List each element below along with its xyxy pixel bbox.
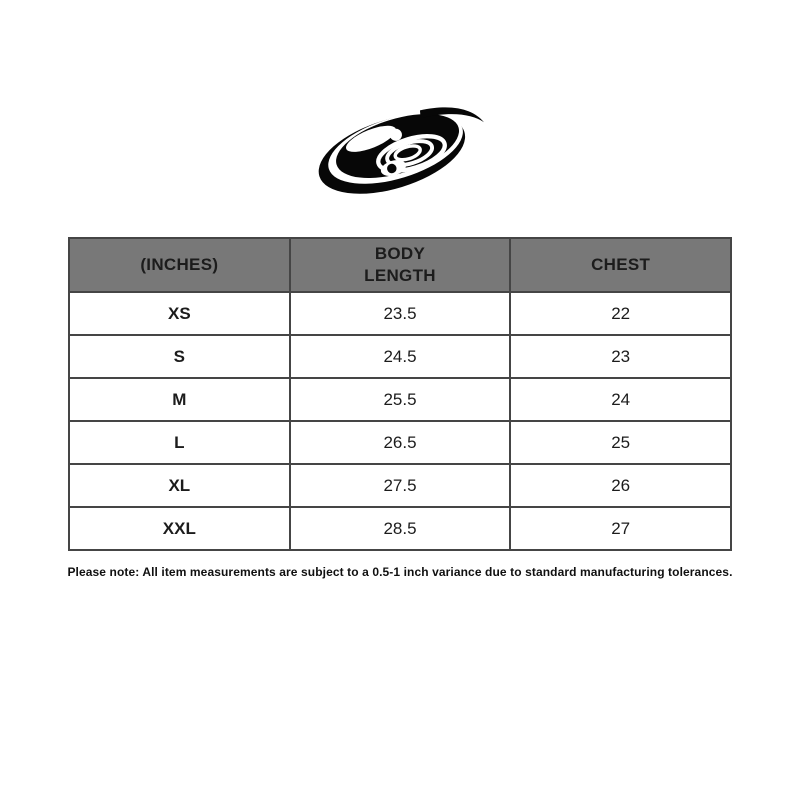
body-length-cell: 28.5	[288, 506, 512, 551]
header-inches: (INCHES)	[68, 237, 291, 293]
header-body-length-label: BODY LENGTH	[364, 243, 436, 285]
size-chart-table: (INCHES) BODY LENGTH CHEST XS 23.5 22 S …	[68, 237, 732, 551]
body-length-cell: 27.5	[288, 463, 512, 508]
size-cell: XS	[68, 291, 291, 336]
body-length-cell: 25.5	[288, 377, 512, 422]
table-row-l: L 26.5 25	[68, 420, 732, 465]
size-cell: M	[68, 377, 291, 422]
size-cell: XXL	[68, 506, 291, 551]
chest-cell: 24	[509, 377, 732, 422]
header-chest-label: CHEST	[591, 254, 651, 274]
table-row-xxl: XXL 28.5 27	[68, 506, 732, 551]
table-row-xl: XL 27.5 26	[68, 463, 732, 508]
size-cell: S	[68, 334, 291, 379]
chest-cell: 25	[509, 420, 732, 465]
header-inches-label: (INCHES)	[140, 254, 219, 274]
size-cell: L	[68, 420, 291, 465]
chest-cell: 22	[509, 291, 732, 336]
brand-logo	[304, 99, 496, 211]
chest-cell: 23	[509, 334, 732, 379]
tolerance-note: Please note: All item measurements are s…	[67, 565, 733, 579]
table-row-m: M 25.5 24	[68, 377, 732, 422]
header-chest: CHEST	[509, 237, 732, 293]
table-row-xs: XS 23.5 22	[68, 291, 732, 336]
table-row-s: S 24.5 23	[68, 334, 732, 379]
chest-cell: 27	[509, 506, 732, 551]
header-body-length: BODY LENGTH	[288, 237, 512, 293]
galaxy-swirl-icon	[318, 107, 484, 194]
table-header-row: (INCHES) BODY LENGTH CHEST	[68, 237, 732, 293]
body-length-cell: 23.5	[288, 291, 512, 336]
body-length-cell: 26.5	[288, 420, 512, 465]
chest-cell: 26	[509, 463, 732, 508]
size-cell: XL	[68, 463, 291, 508]
body-length-cell: 24.5	[288, 334, 512, 379]
